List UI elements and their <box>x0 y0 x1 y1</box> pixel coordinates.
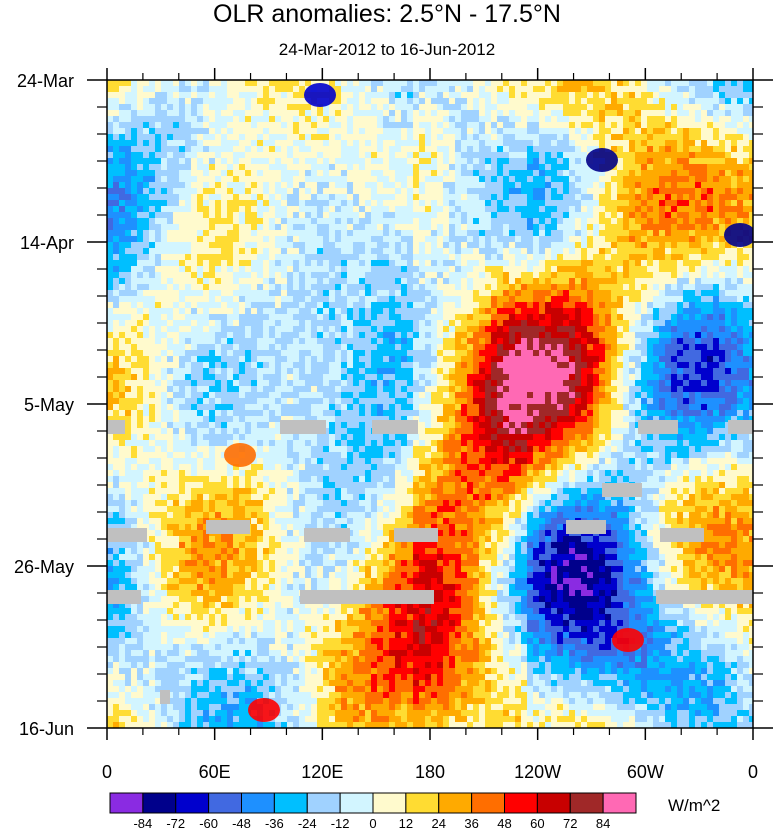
missing-data-patch <box>394 528 438 542</box>
colorbar-swatch <box>406 793 439 813</box>
colorbar-swatch <box>143 793 176 813</box>
colorbar-swatch <box>274 793 307 813</box>
colorbar-units: W/m^2 <box>668 796 720 816</box>
colorbar-swatch <box>373 793 406 813</box>
y-tick-label: 14-Apr <box>20 233 74 253</box>
missing-data-patch <box>660 528 704 542</box>
x-tick-label: 120E <box>301 762 343 782</box>
y-tick-label: 16-Jun <box>19 719 74 739</box>
colorbar-swatch <box>439 793 472 813</box>
colorbar: -84 -72 -60 -48 -36 -24 -12 0 12 24 36 48 60 72 84 <box>110 793 636 830</box>
missing-data-patch <box>107 590 141 604</box>
colorbar-label: 0 <box>369 816 376 830</box>
y-tick-label: 5-May <box>24 395 74 415</box>
missing-data-patch <box>372 420 418 434</box>
missing-data-patch <box>602 483 642 497</box>
missing-data-patch <box>107 528 147 542</box>
missing-data-patch <box>160 690 170 704</box>
colorbar-swatch <box>340 793 373 813</box>
colorbar-swatch <box>537 793 570 813</box>
colorbar-label: 36 <box>464 816 478 830</box>
colorbar-label: -84 <box>133 816 152 830</box>
colorbar-label: -12 <box>331 816 350 830</box>
colorbar-swatch <box>307 793 340 813</box>
missing-data-patch <box>304 528 350 542</box>
colorbar-label: 12 <box>399 816 413 830</box>
x-tick-label: 0 <box>102 762 112 782</box>
x-tick-label: 0 <box>748 762 758 782</box>
colorbar-label: 24 <box>432 816 446 830</box>
colorbar-swatch <box>242 793 275 813</box>
colorbar-label: -60 <box>199 816 218 830</box>
colorbar-swatch <box>570 793 603 813</box>
missing-data-patch <box>280 420 326 434</box>
y-tick-label: 24-Mar <box>17 71 74 91</box>
missing-data-patch <box>300 590 434 604</box>
x-tick-label: 120W <box>514 762 561 782</box>
x-tick-label: 60W <box>627 762 664 782</box>
colorbar-label: 84 <box>596 816 610 830</box>
colorbar-label: -48 <box>232 816 251 830</box>
colorbar-swatch <box>176 793 209 813</box>
y-tick-label: 26-May <box>14 557 74 577</box>
colorbar-swatch <box>472 793 505 813</box>
olr-anomaly-field <box>107 80 756 729</box>
colorbar-swatch <box>505 793 538 813</box>
missing-data-patch <box>638 420 678 434</box>
colorbar-swatch <box>603 793 636 813</box>
colorbar-label: 72 <box>563 816 577 830</box>
colorbar-label: -72 <box>166 816 185 830</box>
missing-data-patch <box>656 590 756 604</box>
x-tick-label: 60E <box>199 762 231 782</box>
colorbar-label: 60 <box>530 816 544 830</box>
missing-data-patch <box>566 520 606 534</box>
colorbar-label: -24 <box>298 816 317 830</box>
colorbar-label: 48 <box>497 816 511 830</box>
colorbar-swatch <box>110 793 143 813</box>
missing-data-patch <box>107 420 125 434</box>
colorbar-label: -36 <box>265 816 284 830</box>
missing-data-patch <box>206 520 250 534</box>
colorbar-swatch <box>209 793 242 813</box>
x-tick-label: 180 <box>415 762 445 782</box>
hovmoller-chart: 0 60E 120E 180 120W 60W 0 24-Mar 14-Apr 5-May 26-M… <box>0 0 774 830</box>
